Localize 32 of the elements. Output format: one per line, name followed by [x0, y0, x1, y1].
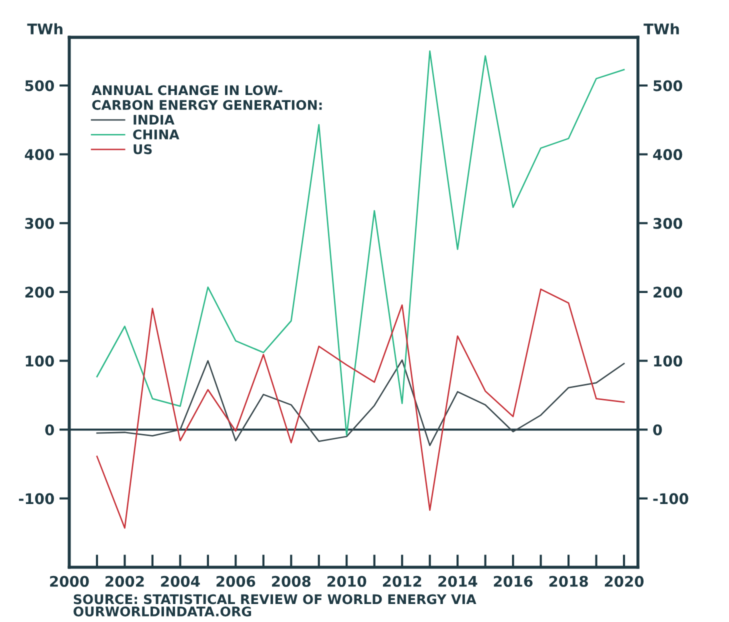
legend-title: ANNUAL CHANGE IN LOW- CARBON ENERGY GENERATION:	[92, 85, 322, 110]
y2-tick-label: 100	[654, 356, 682, 367]
x-tick-label: 2020	[604, 576, 644, 587]
y-tick-label: -100	[18, 493, 54, 504]
source-note: SOURCE: STATISTICAL REVIEW OF WORLD ENERGY VIA OURWORLDINDATA.ORG	[74, 594, 476, 616]
x-tick-label: 2014	[438, 576, 478, 587]
y2-tick-label: 0	[653, 424, 662, 436]
y2-tick-label: 500	[654, 80, 682, 92]
x-tick-label: 2004	[161, 576, 200, 587]
x-tick-label: 2010	[327, 576, 366, 587]
x-tick-label: 2016	[494, 576, 533, 587]
x-tick-label: 2002	[106, 576, 144, 587]
y-tick-label: 0	[45, 424, 54, 436]
y2-tick-label: -100	[653, 493, 688, 504]
x-tick-label: 2006	[216, 576, 256, 587]
y-tick-label: 400	[24, 149, 54, 160]
y2-axis-title: TWh	[644, 23, 679, 34]
y2-tick-label: 300	[653, 218, 682, 229]
y-tick-label: 200	[25, 286, 54, 298]
y-tick-label: 100	[26, 356, 54, 367]
y-tick-label: 500	[25, 80, 54, 92]
legend-label: US	[134, 144, 152, 154]
legend-label: INDIA	[134, 114, 174, 125]
x-tick-label: 2000	[50, 576, 89, 587]
x-tick-label: 2018	[549, 576, 588, 587]
y-tick-label: 300	[25, 218, 54, 229]
x-tick-label: 2012	[382, 576, 422, 587]
x-tick-label: 2008	[272, 576, 311, 587]
y-axis-title: TWh	[27, 23, 62, 34]
legend-label: CHINA	[133, 130, 180, 140]
y2-tick-label: 200	[654, 286, 682, 298]
y2-tick-label: 400	[653, 149, 682, 160]
